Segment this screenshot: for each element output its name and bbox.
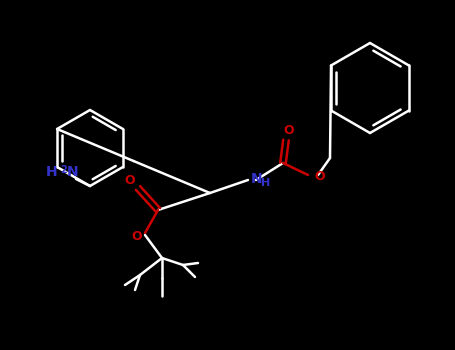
- Text: N: N: [251, 172, 263, 186]
- Text: N: N: [67, 165, 79, 179]
- Text: H: H: [261, 178, 270, 188]
- Text: 2: 2: [60, 165, 67, 175]
- Text: O: O: [125, 174, 135, 187]
- Text: H: H: [46, 165, 57, 179]
- Text: O: O: [314, 170, 324, 183]
- Text: O: O: [283, 125, 294, 138]
- Text: O: O: [131, 231, 142, 244]
